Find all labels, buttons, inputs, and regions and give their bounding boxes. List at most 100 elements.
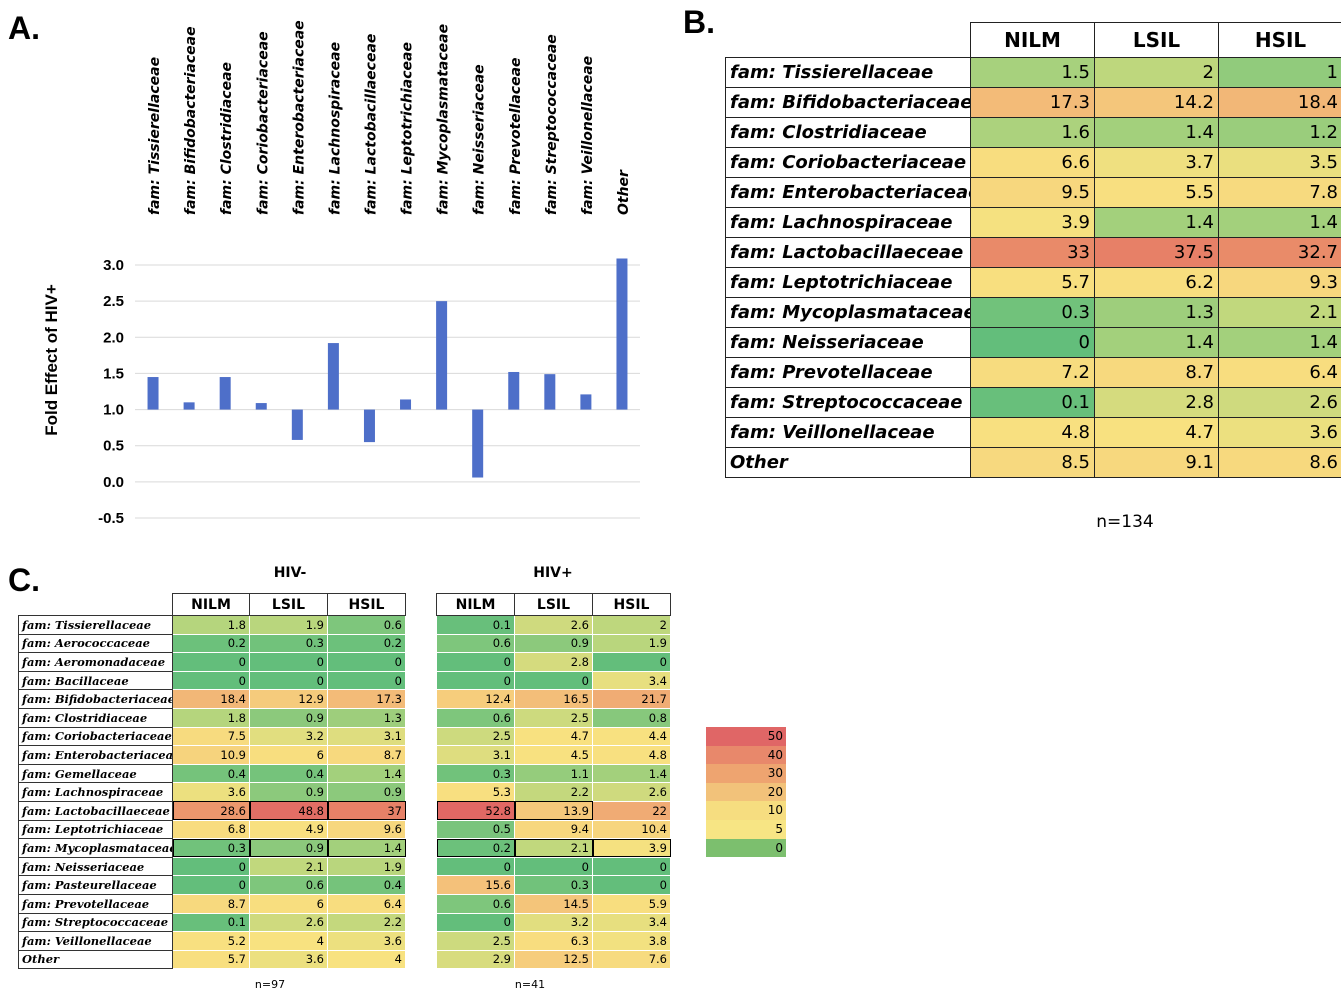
bar-fam-streptococcaceae [544,374,556,410]
table-c-neg-cell: 0.9 [249,838,328,858]
table-c-neg-cell: 3.6 [249,950,328,969]
table-c-pos-cell: 52.8 [436,801,515,821]
table-b-cell: 8.7 [1094,357,1219,388]
x-label-fam-enterobacteriaceae: fam: Enterobacteriaceae [291,20,307,215]
table-b-cell: 7.8 [1218,177,1341,208]
table-c-pos-cell: 0 [436,857,515,876]
y-tick-labels: 3.0 2.5 2.0 1.5 1.0 0.5 0.0 -0.5 [98,257,124,527]
table-c-pos-cell: 0 [436,671,515,690]
chart-gridlines [135,264,640,519]
bar-fam-lactobacillaeceae [363,409,375,443]
table-b-cell: 1.4 [1094,207,1219,238]
table-c-neg-header-lsil: LSIL [249,593,328,616]
table-c-neg-header-row: NILM LSIL HSIL [19,593,406,616]
table-c-neg-cell: 0.4 [327,875,406,895]
table-b-row: fam: Prevotellaceae 7.2 8.7 6.4 [725,357,1341,388]
table-c-neg-cell: 0 [249,652,328,672]
table-b-cell: 2 [1094,57,1219,88]
table-c-neg-cell: 0 [172,652,250,672]
bar-other [616,258,628,410]
table-c-neg-cell: 5.2 [172,931,250,951]
table-c-pos-cell: 0.3 [436,764,515,783]
table-c-neg-row: fam: Lachnospiraceae 3.6 0.9 0.9 [18,782,406,802]
table-c-pos-cell: 0 [514,857,593,876]
x-label-fam-mycoplasmataceae: fam: Mycoplasmataceae [436,24,452,215]
table-c-pos-row: 15.6 0.3 0 [436,875,671,895]
table-c-hiv-neg: NILM LSIL HSIL fam: Tissierellaceae 1.8 1.… [18,593,406,970]
table-c-neg-header-nilm: NILM [172,593,250,616]
table-c-row-label: fam: Clostridiaceae [18,707,173,728]
bar-fam-neisseriaceae [472,409,484,478]
table-c-neg-cell: 1.8 [172,708,250,728]
table-b-row: fam: Bifidobacteriaceae 17.3 14.2 18.4 [725,87,1341,118]
x-label-fam-clostridiaceae: fam: Clostridiaceae [219,62,235,215]
bar-fam-enterobacteriaceae [291,409,303,440]
x-label-fam-prevotellaceae: fam: Prevotellaceae [508,57,524,215]
table-c-row-label: fam: Pasteurellaceae [18,875,173,895]
y-tick-label: 2.5 [103,293,124,310]
panel-label-a: A. [8,10,40,46]
table-c-pos-cell: 21.7 [592,689,671,709]
legend-swatch: 30 [706,764,786,783]
table-c-neg-row: fam: Pasteurellaceae 0 0.6 0.4 [18,875,406,895]
table-c-row-label: fam: Aerococcaceae [18,633,173,654]
y-tick-label: 1.5 [103,365,124,382]
table-c-row-label: fam: Neisseriaceae [18,856,173,877]
table-c-pos-cell: 2.5 [514,708,593,728]
table-c-pos-cell: 1.4 [592,764,671,783]
table-c-pos-cell: 22 [592,801,671,821]
table-c-pos-cell: 3.9 [592,838,671,858]
table-c-pos-row: 3.1 4.5 4.8 [436,745,671,765]
table-b-row: fam: Neisseriaceae 0 1.4 1.4 [725,327,1341,358]
table-b-cell: 0 [970,327,1095,358]
bar-fam-tissierellaceae [147,377,159,410]
table-c-neg-cell: 0.3 [249,634,328,653]
table-c-neg-cell: 0.2 [172,634,250,653]
table-b-row-label: Other [725,447,971,478]
table-c-neg-row: fam: Aerococcaceae 0.2 0.3 0.2 [18,633,406,654]
table-c-row-label: fam: Aeromonadaceae [18,652,173,672]
table-c-neg-cell: 0 [172,671,250,690]
table-b-row-label: fam: Neisseriaceae [725,327,971,358]
table-c-pos-cell: 0 [436,652,515,672]
table-c-neg-cell: 37 [327,801,406,821]
table-c-pos-row: 0 3.2 3.4 [436,913,671,932]
table-c-pos-row: 0.5 9.4 10.4 [436,820,671,839]
bar-fam-prevotellaceae [508,371,520,410]
table-c-neg-corner [19,594,173,616]
table-b-row-label: fam: Clostridiaceae [725,117,971,148]
bar-fam-coriobacteriaceae [255,403,267,410]
table-c-pos-cell: 3.8 [592,931,671,951]
table-c-pos-row: 0.6 2.5 0.8 [436,708,671,728]
table-c-pos-cell: 4.8 [592,745,671,765]
table-c-neg-cell: 0.3 [172,838,250,858]
table-c-neg-row: fam: Enterobacteriaceae 10.9 6 8.7 [18,745,406,765]
table-c-neg-cell: 4 [249,931,328,951]
table-c-pos-cell: 6.3 [514,931,593,951]
table-c-pos-cell: 0.6 [436,634,515,653]
hiv-neg-caption: n=97 [254,978,286,991]
bar-fam-mycoplasmataceae [436,301,448,410]
table-c-pos-cell: 9.4 [514,820,593,839]
legend-swatch: 40 [706,745,786,765]
table-c-pos-cell: 2.8 [514,652,593,672]
x-label-fam-veillonellaceae: fam: Veillonellaceae [580,56,596,215]
table-c-pos-cell: 2.5 [436,727,515,746]
table-c-row-label: fam: Tissierellaceae [18,615,173,635]
x-label-fam-coriobacteriaceae: fam: Coriobacteriaceae [255,31,271,215]
table-b-cell: 37.5 [1094,237,1219,268]
table-c-neg-cell: 48.8 [249,801,328,821]
y-tick-label: 2.0 [103,329,124,346]
table-c-neg-cell: 0.1 [172,913,250,932]
table-c-neg-cell: 1.9 [327,857,406,876]
table-c-neg-cell: 9.6 [327,820,406,839]
y-tick-label: 0.5 [103,438,124,455]
table-b-cell: 32.7 [1218,237,1341,268]
table-b-row-label: fam: Veillonellaceae [725,417,971,448]
table-b-row-label: fam: Lactobacillaeceae [725,237,971,268]
table-b-cell: 5.7 [970,267,1095,298]
y-tick-label: -0.5 [98,510,124,527]
table-c-pos-cell: 2.5 [436,931,515,951]
table-c-neg-row: fam: Tissierellaceae 1.8 1.9 0.6 [18,615,406,635]
table-c-neg-cell: 0.6 [249,875,328,895]
